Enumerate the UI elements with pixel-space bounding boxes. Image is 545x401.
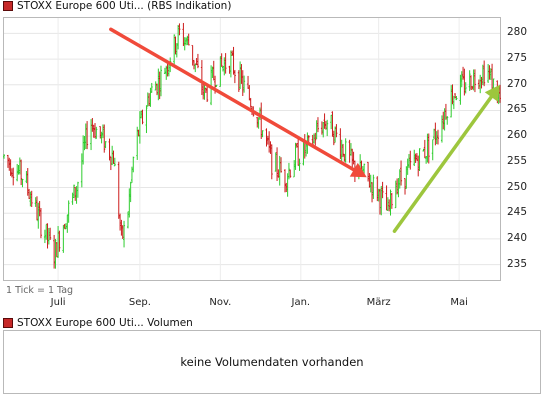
price-chart-panel[interactable] xyxy=(3,17,501,281)
x-tick-label: Sep. xyxy=(128,297,151,308)
trend-arrow-head xyxy=(349,162,367,178)
y-tick-label: 245 xyxy=(507,206,528,219)
price-chart-header: STOXX Europe 600 Uti... (RBS Indikation) xyxy=(3,0,231,12)
volume-chart-header: STOXX Europe 600 Uti... Volumen xyxy=(3,317,193,329)
y-tick-label: 255 xyxy=(507,154,528,167)
price-chart-title: STOXX Europe 600 Uti... (RBS Indikation) xyxy=(17,0,232,12)
y-tick-label: 270 xyxy=(507,77,528,90)
y-tick-label: 240 xyxy=(507,231,528,244)
y-tick-label: 280 xyxy=(507,26,528,39)
y-tick-label: 260 xyxy=(507,129,528,142)
trend-arrow-line xyxy=(109,27,356,172)
y-tick-label: 250 xyxy=(507,180,528,193)
y-tick-label: 265 xyxy=(507,103,528,116)
x-tick-label: März xyxy=(366,297,391,308)
x-tick-label: Jan. xyxy=(291,297,311,308)
x-tick-label: Juli xyxy=(50,297,66,308)
price-chart-svg xyxy=(3,18,501,280)
no-volume-message: keine Volumendaten vorhanden xyxy=(180,355,364,369)
y-tick-label: 235 xyxy=(507,257,528,270)
x-tick-label: Nov. xyxy=(209,297,232,308)
trend-arrow-head xyxy=(484,84,500,102)
volume-chart-title: STOXX Europe 600 Uti... Volumen xyxy=(17,317,193,329)
tick-interval-note: 1 Tick = 1 Tag xyxy=(6,285,74,296)
volume-series-marker-icon xyxy=(3,318,13,328)
volume-chart-panel: keine Volumendaten vorhanden xyxy=(3,330,541,394)
price-series-marker-icon xyxy=(3,1,13,11)
x-tick-label: Mai xyxy=(450,297,468,308)
y-tick-label: 275 xyxy=(507,52,528,65)
trend-arrow-line xyxy=(392,95,493,233)
